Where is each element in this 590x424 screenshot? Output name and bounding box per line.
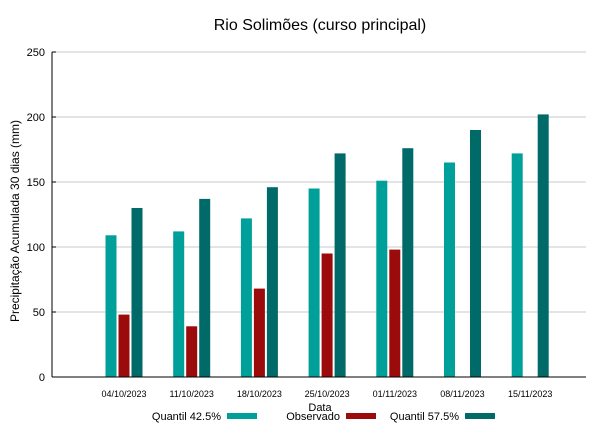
x-axis-label: Data — [308, 402, 332, 414]
legend-label: Quantil 42.5% — [152, 411, 221, 423]
bar-quantil-42 — [511, 153, 523, 377]
bar-quantil-42 — [308, 188, 320, 377]
x-tick-label: 04/10/2023 — [101, 389, 146, 399]
legend-label: Observado — [286, 411, 340, 423]
legend: Quantil 42.5% Observado Quantil 57.5% — [152, 411, 495, 423]
bar-quantil-57 — [334, 153, 346, 377]
legend-swatch — [227, 413, 257, 419]
bar-quantil-42 — [105, 235, 117, 377]
axes — [51, 51, 586, 378]
x-tick-label: 15/11/2023 — [508, 389, 552, 399]
legend-swatch — [465, 413, 495, 419]
bar-quantil-42 — [240, 218, 252, 377]
y-tick-label: 100 — [27, 242, 45, 254]
bar-quantil-42 — [376, 180, 388, 377]
y-tick-label: 250 — [27, 47, 45, 59]
x-tick-label: 01/11/2023 — [373, 389, 417, 399]
y-tick-label: 50 — [33, 307, 45, 319]
bar-quantil-57 — [131, 208, 143, 377]
x-tick-label: 11/10/2023 — [170, 389, 214, 399]
x-tick-label: 08/11/2023 — [440, 389, 484, 399]
y-tick-label: 150 — [27, 177, 45, 189]
bar-observado — [389, 249, 401, 377]
bar-observado — [253, 288, 265, 377]
legend-label: Quantil 57.5% — [390, 411, 459, 423]
bars — [105, 114, 549, 378]
bar-quantil-57 — [266, 187, 278, 377]
y-tick-labels: 0 50 100 150 200 250 — [27, 47, 45, 384]
bar-quantil-57 — [470, 130, 481, 377]
chart-title: Rio Solimões (curso principal) — [214, 17, 427, 34]
bar-quantil-57 — [402, 148, 414, 377]
y-tick-label: 200 — [27, 112, 45, 124]
bar-observado — [118, 314, 130, 377]
bar-quantil-57 — [199, 198, 211, 377]
x-tick-label: 25/10/2023 — [305, 389, 350, 399]
bar-quantil-42 — [173, 231, 185, 377]
bar-observado — [186, 326, 198, 377]
y-axis-label: Precipitação Acumulada 30 dias (mm) — [8, 120, 22, 322]
bar-quantil-57 — [537, 114, 549, 378]
x-tick-label: 18/10/2023 — [237, 389, 282, 399]
bar-quantil-42 — [444, 162, 455, 377]
x-tick-labels: 04/10/2023 11/10/2023 18/10/2023 25/10/2023… — [101, 389, 552, 399]
bar-observado — [321, 253, 333, 377]
y-tick-label: 0 — [39, 372, 45, 384]
legend-swatch — [346, 413, 376, 419]
